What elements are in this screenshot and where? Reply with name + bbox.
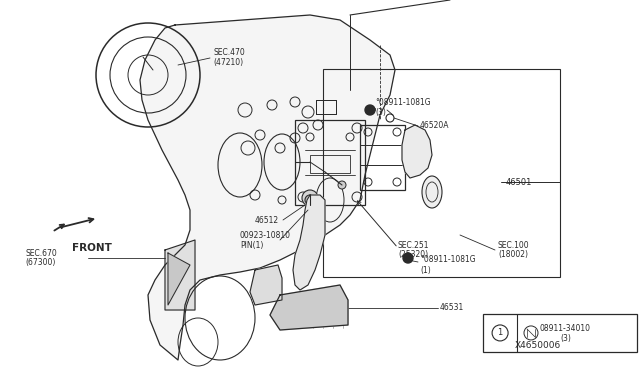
Text: SEC.100: SEC.100: [498, 241, 530, 250]
Text: 46512: 46512: [255, 215, 279, 224]
Polygon shape: [293, 195, 325, 290]
Circle shape: [338, 181, 346, 189]
Text: °08911-1081G: °08911-1081G: [375, 97, 431, 106]
Text: (1): (1): [420, 266, 431, 275]
Text: (47210): (47210): [213, 58, 243, 67]
Bar: [483, 314, 637, 352]
Bar: [316, 100, 336, 114]
Text: 00923-10810: 00923-10810: [240, 231, 291, 240]
Text: X4650006: X4650006: [515, 341, 561, 350]
Polygon shape: [250, 265, 282, 305]
Circle shape: [302, 190, 318, 206]
Polygon shape: [140, 15, 395, 360]
Text: °08911-1081G: °08911-1081G: [420, 256, 476, 264]
Bar: [360, 125, 405, 190]
Text: 46520A: 46520A: [420, 121, 449, 129]
Polygon shape: [402, 125, 432, 178]
Bar: [323, 69, 560, 277]
Text: 46501: 46501: [506, 178, 532, 187]
Text: FRONT: FRONT: [72, 243, 112, 253]
Text: 46531: 46531: [440, 304, 464, 312]
Bar: [316, 100, 336, 114]
Text: 1: 1: [497, 328, 503, 337]
Ellipse shape: [422, 176, 442, 208]
Circle shape: [365, 105, 375, 115]
Text: (67300): (67300): [25, 259, 56, 267]
Text: SEC.470: SEC.470: [213, 48, 244, 57]
Polygon shape: [165, 240, 195, 310]
Text: (3): (3): [560, 334, 571, 343]
Polygon shape: [270, 285, 348, 330]
Text: (18002): (18002): [498, 250, 528, 260]
Text: (3): (3): [375, 108, 386, 116]
Text: (25320): (25320): [398, 250, 428, 260]
Text: PIN(1): PIN(1): [240, 241, 264, 250]
Polygon shape: [168, 253, 190, 305]
Text: 08911-34010: 08911-34010: [540, 324, 591, 333]
Bar: [310, 155, 350, 173]
Circle shape: [305, 195, 315, 205]
Bar: [295, 120, 365, 205]
Text: SEC.670: SEC.670: [25, 248, 57, 257]
Text: SEC.251: SEC.251: [398, 241, 429, 250]
Circle shape: [403, 253, 413, 263]
